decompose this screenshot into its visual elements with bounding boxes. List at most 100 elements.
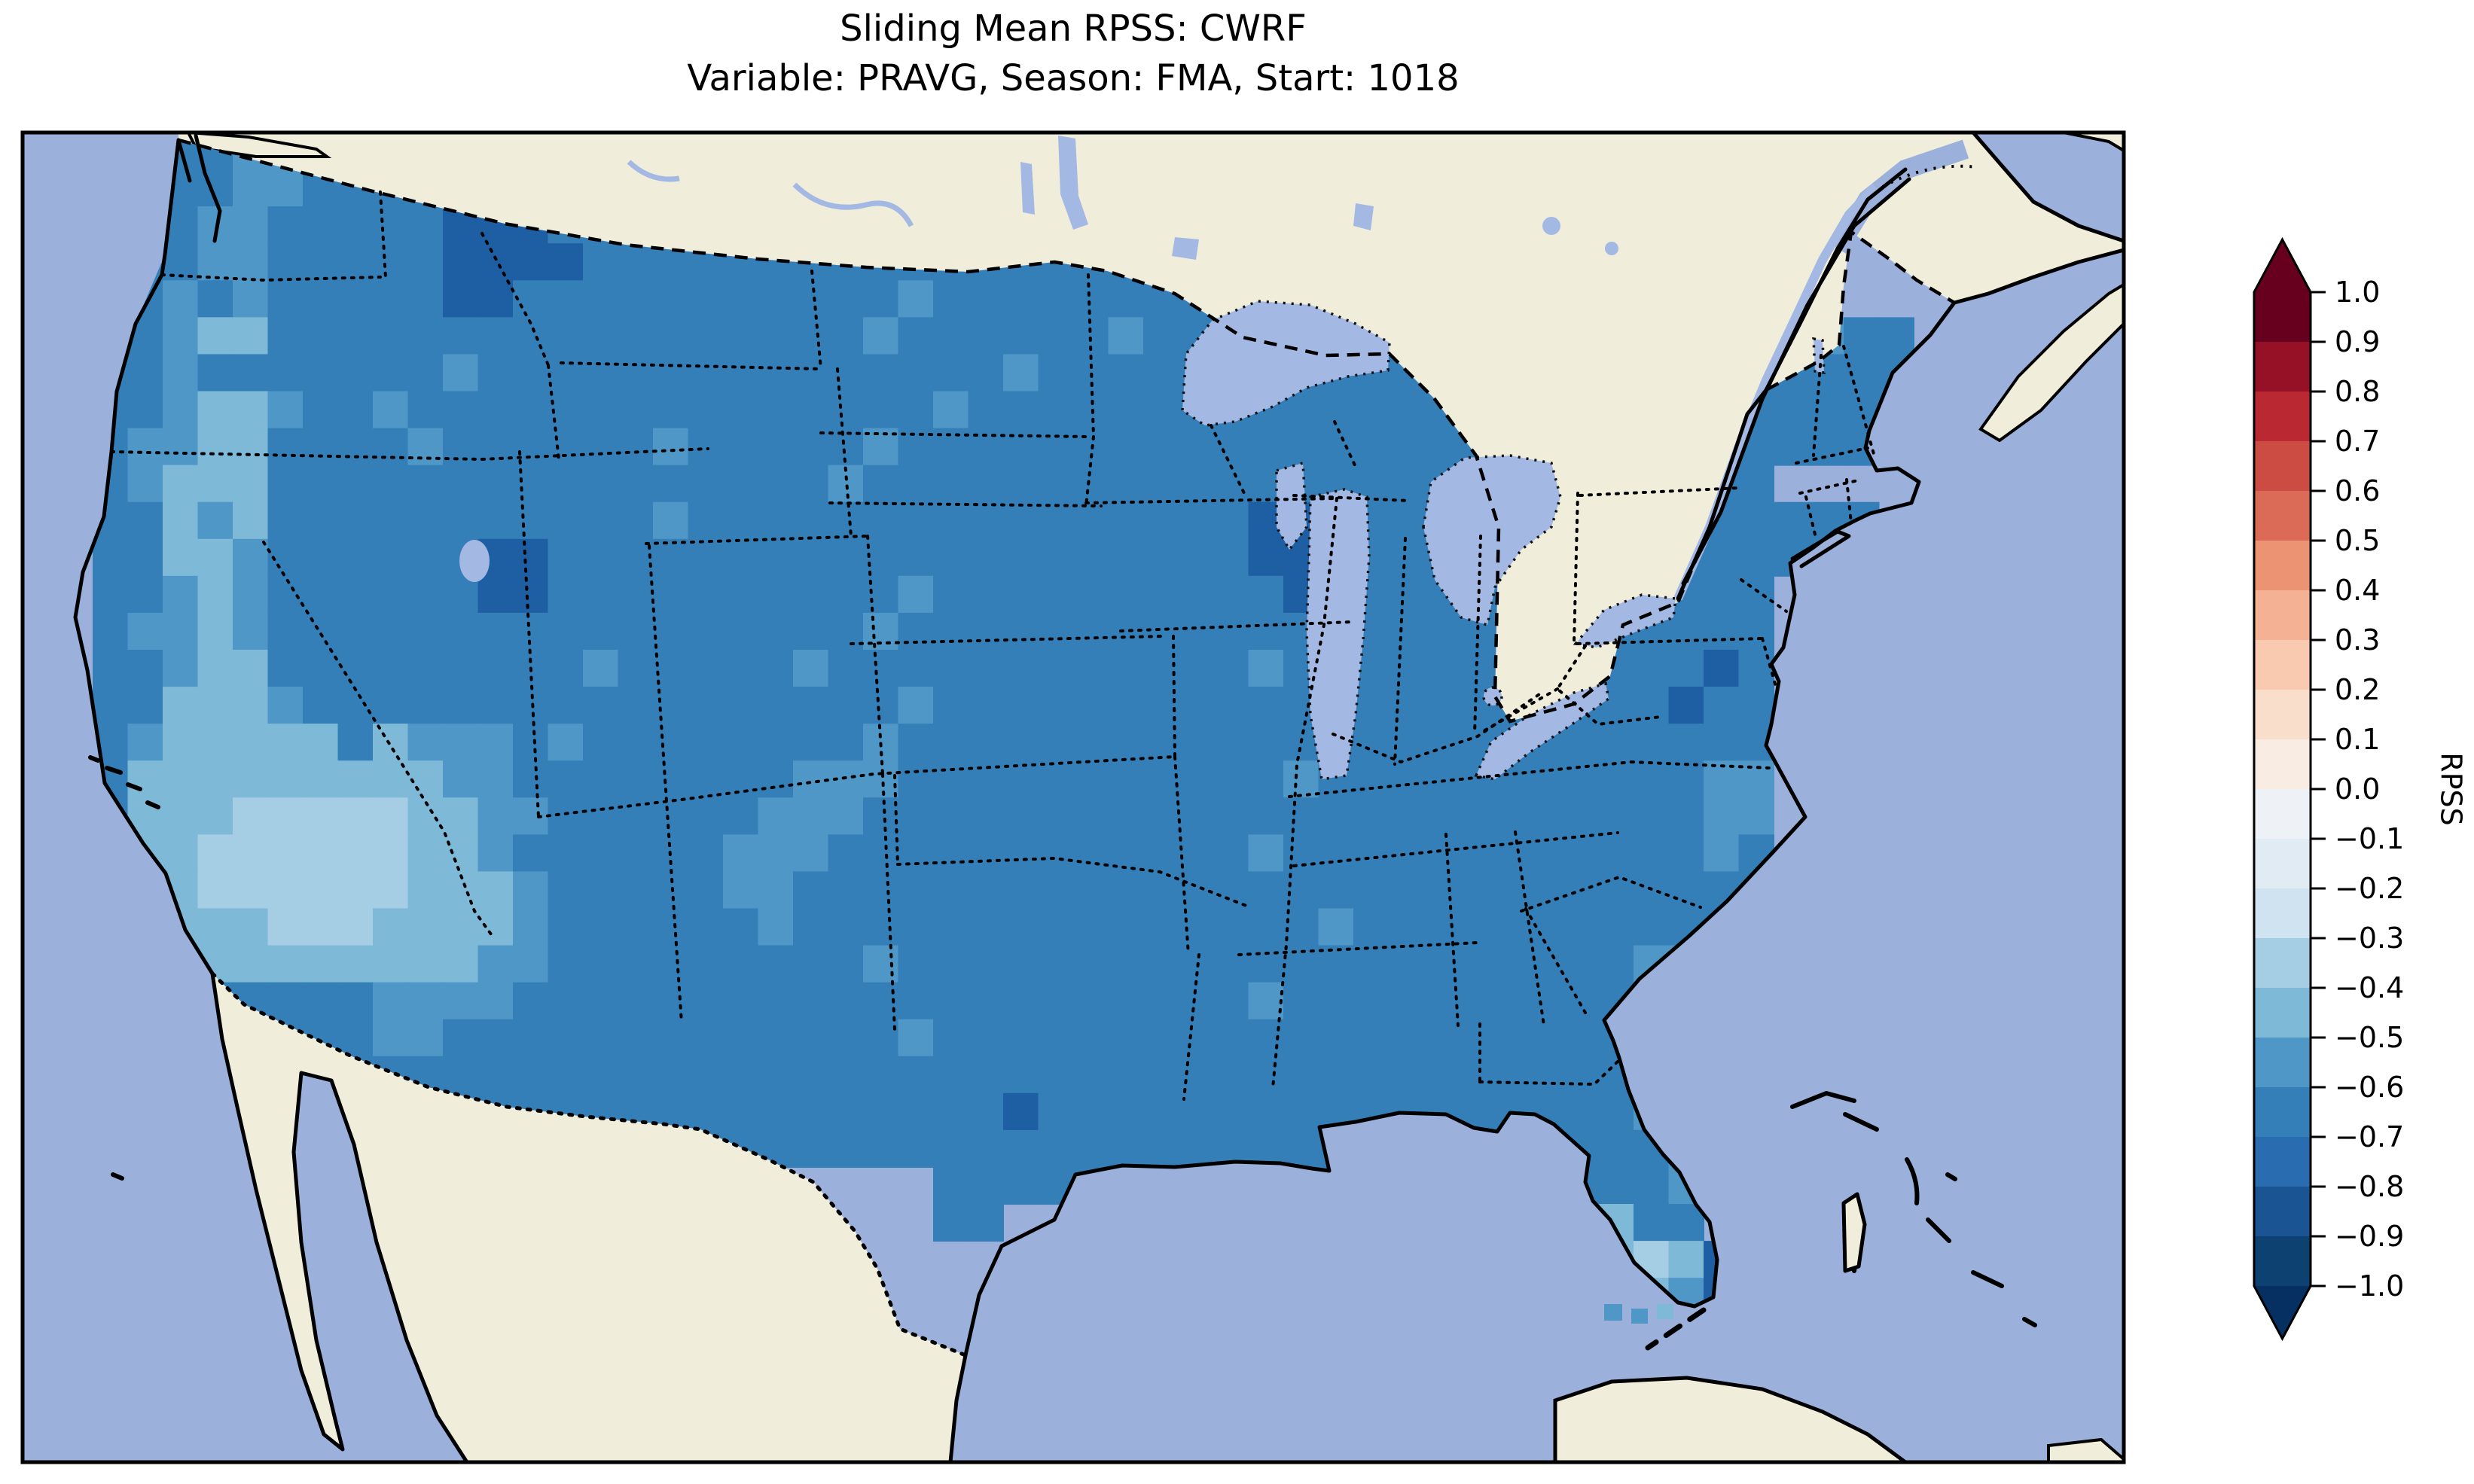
rpss-cell — [1003, 871, 1039, 910]
rpss-cell — [688, 354, 724, 392]
rpss-cell — [968, 465, 1004, 503]
rpss-cell — [407, 317, 444, 355]
rpss-cell — [477, 760, 514, 799]
rpss-cell — [127, 501, 163, 540]
rpss-cell — [1213, 501, 1249, 540]
rpss-cell — [1563, 724, 1600, 762]
rpss-cell — [828, 908, 864, 946]
rpss-cell — [1353, 982, 1390, 1020]
rpss-cell — [898, 871, 934, 910]
colorbar-band — [2254, 1087, 2311, 1138]
rpss-cell — [1213, 649, 1249, 688]
rpss-cell — [548, 575, 584, 614]
rpss-cell — [93, 687, 129, 725]
rpss-cell — [1598, 945, 1634, 983]
rpss-cell — [933, 354, 969, 392]
rpss-cell — [513, 908, 549, 946]
rpss-cell — [1038, 1056, 1074, 1094]
canada-lake — [1605, 242, 1618, 255]
rpss-cell — [1038, 538, 1074, 577]
newfoundland — [2063, 133, 2124, 153]
rpss-cell — [933, 908, 969, 946]
rpss-cell — [758, 834, 794, 873]
rpss-cell — [373, 354, 409, 392]
rpss-cell — [618, 1056, 654, 1094]
rpss-cell — [793, 945, 829, 983]
rpss-cell — [1283, 982, 1319, 1020]
rpss-cell — [1528, 1056, 1564, 1094]
rpss-cell — [1668, 724, 1704, 762]
rpss-cell — [337, 687, 374, 725]
rpss-cell — [688, 871, 724, 910]
rpss-cell — [758, 1092, 794, 1131]
rpss-cell — [1668, 871, 1704, 910]
rpss-cell — [1388, 760, 1424, 799]
rpss-cell — [723, 538, 759, 577]
rpss-cell — [1143, 1019, 1179, 1057]
rpss-cell — [233, 243, 269, 282]
colorbar-arrow-bottom — [2254, 1286, 2311, 1339]
rpss-cell — [793, 575, 829, 614]
rpss-cell — [1108, 575, 1144, 614]
rpss-cell — [267, 834, 304, 873]
rpss-cell — [303, 687, 339, 725]
rpss-cell — [1598, 1166, 1634, 1205]
rpss-cell — [127, 612, 163, 651]
rpss-cell — [1283, 1019, 1319, 1057]
rpss-cell — [233, 945, 269, 983]
rpss-cell — [688, 760, 724, 799]
rpss-cell — [548, 317, 584, 355]
rpss-cell — [1038, 760, 1074, 799]
rpss-cell — [933, 1019, 969, 1057]
rpss-cell — [933, 575, 969, 614]
rpss-cell — [1038, 797, 1074, 836]
rpss-cell — [373, 501, 409, 540]
rpss-cell — [1704, 687, 1740, 725]
rpss-cell — [1668, 760, 1704, 799]
rpss-cell — [863, 1129, 899, 1168]
rpss-cell — [828, 871, 864, 910]
rpss-cell — [688, 724, 724, 762]
rpss-cell — [723, 1092, 759, 1131]
rpss-cell — [373, 908, 409, 946]
rpss-cell — [618, 354, 654, 392]
rpss-cell — [1388, 1019, 1424, 1057]
rpss-cell — [303, 317, 339, 355]
rpss-cell — [303, 354, 339, 392]
canada-river — [792, 182, 914, 227]
rpss-cell — [1143, 760, 1179, 799]
rpss-cell — [933, 1166, 969, 1205]
rpss-cell — [1073, 391, 1109, 429]
rpss-cell — [1038, 724, 1074, 762]
rpss-cell — [1598, 724, 1634, 762]
rpss-cell — [968, 871, 1004, 910]
rpss-cell — [793, 760, 829, 799]
rpss-cell — [898, 687, 934, 725]
rpss-cell — [373, 834, 409, 873]
rpss-cell — [373, 871, 409, 910]
rpss-cell — [1248, 1056, 1284, 1094]
rpss-cell — [1318, 1019, 1354, 1057]
state-borders — [110, 190, 1877, 1101]
rpss-cell — [1493, 871, 1530, 910]
rpss-cell — [863, 760, 899, 799]
rpss-cell — [1563, 797, 1600, 836]
rpss-cell — [1493, 834, 1530, 873]
rpss-cell — [863, 354, 899, 392]
california-channel-islands — [88, 755, 160, 1181]
rpss-cell — [407, 501, 444, 540]
rpss-cell — [337, 871, 374, 910]
rpss-cell — [267, 945, 304, 983]
rpss-cell — [933, 465, 969, 503]
rpss-cell — [1248, 908, 1284, 946]
rpss-cell — [583, 982, 619, 1020]
rpss-cell — [1283, 908, 1319, 946]
rpss-cell — [197, 317, 233, 355]
rpss-cell — [758, 317, 794, 355]
rpss-cell — [583, 428, 619, 466]
rpss-cell — [443, 982, 479, 1020]
rpss-cell — [653, 428, 689, 466]
rpss-cell — [758, 538, 794, 577]
rpss-cell — [407, 908, 444, 946]
rpss-cell — [828, 724, 864, 762]
